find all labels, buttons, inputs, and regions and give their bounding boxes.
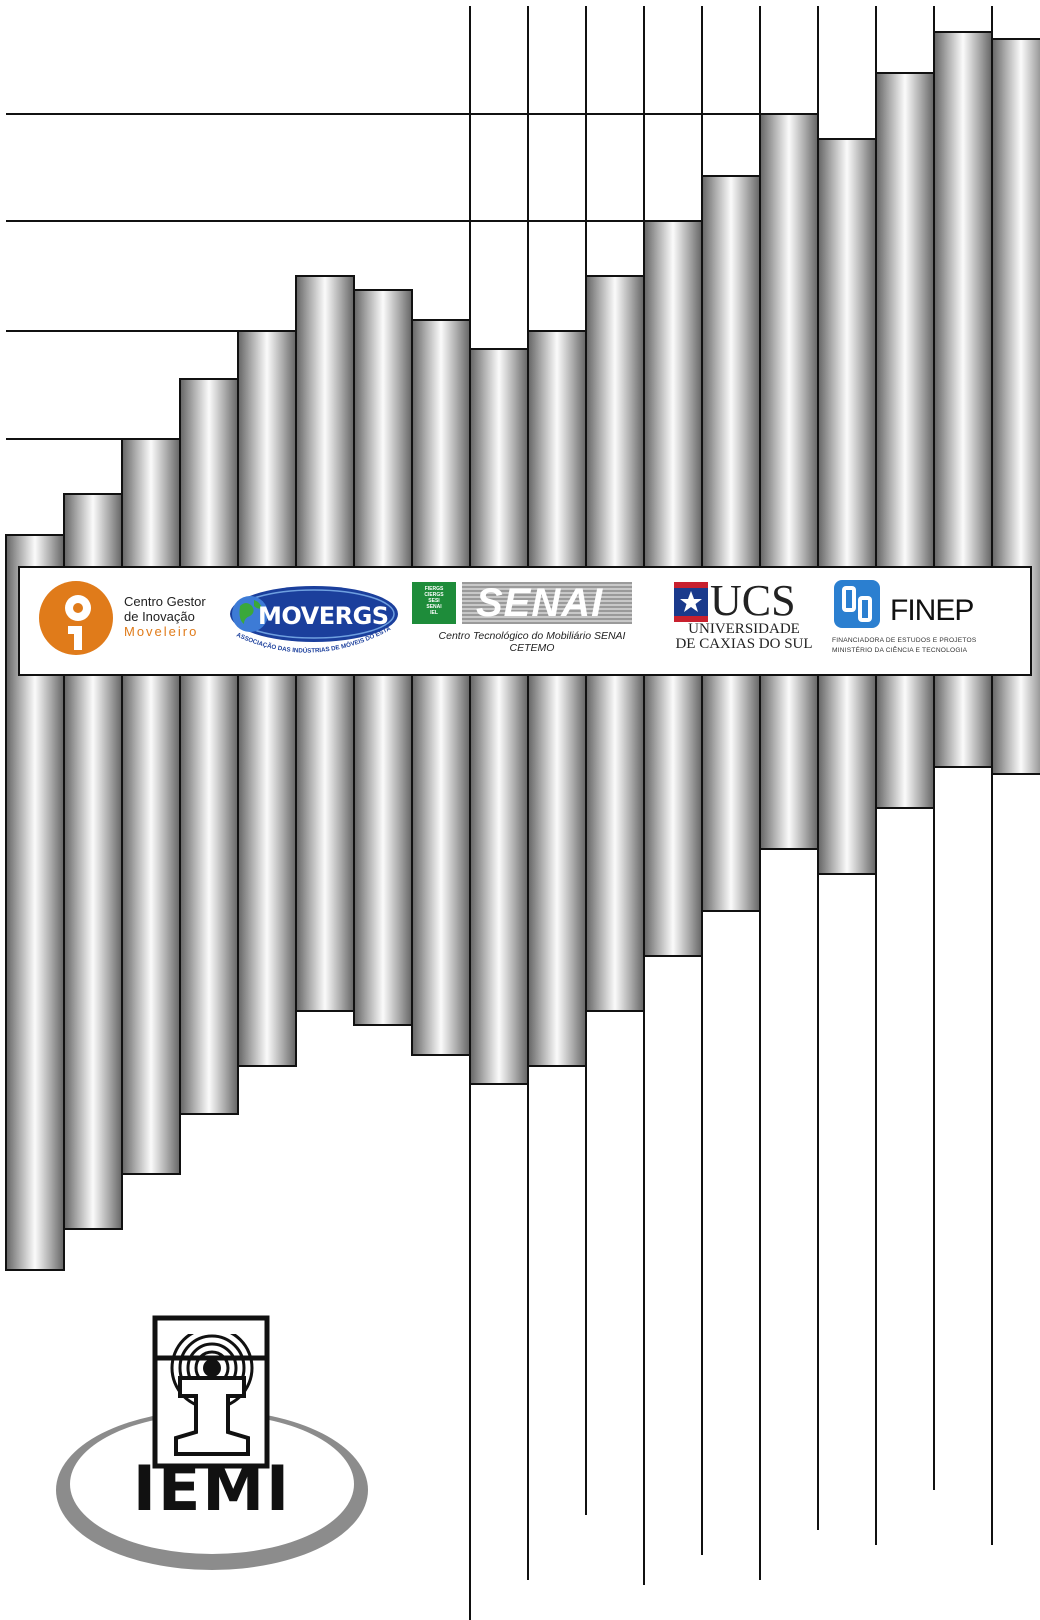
cgi-logo: Centro Gestor de Inovação Moveleiro (38, 578, 218, 658)
finep-line1: FINANCIADORA DE ESTUDOS E PROJETOS (832, 637, 977, 644)
cylinder-bar (527, 330, 587, 1067)
cgi-emblem-icon (39, 581, 113, 655)
finep-logo: FINEP FINANCIADORA DE ESTUDOS E PROJETOS… (832, 576, 1032, 666)
cylinder-bar (875, 72, 935, 809)
senai-box-item: SESI (428, 598, 440, 604)
finep-subtitle: FINANCIADORA DE ESTUDOS E PROJETOS MINIS… (832, 636, 1032, 656)
ucs-shield-icon (674, 582, 708, 622)
senai-box-item: SENAI (426, 604, 442, 610)
cylinder-bar (411, 319, 471, 1056)
senai-stripes (462, 582, 632, 624)
iemi-name: IEMI (132, 1452, 292, 1525)
senai-box-item: IEL (430, 610, 438, 616)
senai-logo: FIERGS CIERGS SESI SENAI IEL SENAI Centr… (412, 580, 652, 670)
cgi-line2: de Inovação (124, 609, 195, 624)
cylinder-bar (121, 438, 181, 1175)
iemi-emblem-icon (56, 1315, 368, 1570)
senai-caption: Centro Tecnológico do Mobiliário SENAI C… (412, 630, 652, 654)
movergs-logo: ASSOCIAÇÃO DAS INDÚSTRIAS DE MÓVEIS DO E… (220, 573, 402, 666)
senai-caption-line1: Centro Tecnológico do Mobiliário SENAI (438, 630, 626, 642)
ucs-logo: UCS UNIVERSIDADE DE CAXIAS DO SUL (674, 578, 824, 668)
senai-name: SENAI (476, 581, 604, 625)
sponsor-logo-band: Centro Gestor de Inovação Moveleiro ASSO… (18, 566, 1032, 676)
cylinder-bar (179, 378, 239, 1115)
cgi-line1: Centro Gestor (124, 594, 206, 609)
cylinder-bar (469, 348, 529, 1085)
cgi-line3: Moveleiro (124, 624, 199, 639)
senai-box-item: FIERGS (424, 586, 444, 592)
horizontal-rules (6, 113, 816, 440)
cylinder-bar (759, 113, 819, 850)
senai-federation-box: FIERGS CIERGS SESI SENAI IEL (412, 582, 456, 624)
senai-federation-list: FIERGS CIERGS SESI SENAI IEL (412, 586, 456, 616)
finep-emblem-icon (834, 580, 880, 628)
cylinder-bar (237, 330, 297, 1067)
ucs-name: UCS (710, 576, 796, 625)
finep-name: FINEP (890, 594, 974, 627)
cgi-text: Centro Gestor de Inovação Moveleiro (124, 594, 206, 639)
cylinder-bar (817, 138, 877, 875)
movergs-name: MOVERGS (258, 602, 389, 630)
senai-box-item: CIERGS (424, 592, 444, 598)
iemi-logo: IEMI (52, 1312, 372, 1572)
senai-caption-line2: CETEMO (509, 642, 555, 654)
finep-line2: MINISTÉRIO DA CIÊNCIA E TECNOLOGIA (832, 647, 968, 654)
ucs-subtitle: UNIVERSIDADE DE CAXIAS DO SUL (674, 622, 814, 652)
ucs-line2: DE CAXIAS DO SUL (675, 636, 813, 652)
ucs-line1: UNIVERSIDADE (688, 621, 800, 637)
cylinder-bar (701, 175, 761, 912)
movergs-emblem-icon: ASSOCIAÇÃO DAS INDÚSTRIAS DE MÓVEIS DO E… (220, 573, 398, 655)
